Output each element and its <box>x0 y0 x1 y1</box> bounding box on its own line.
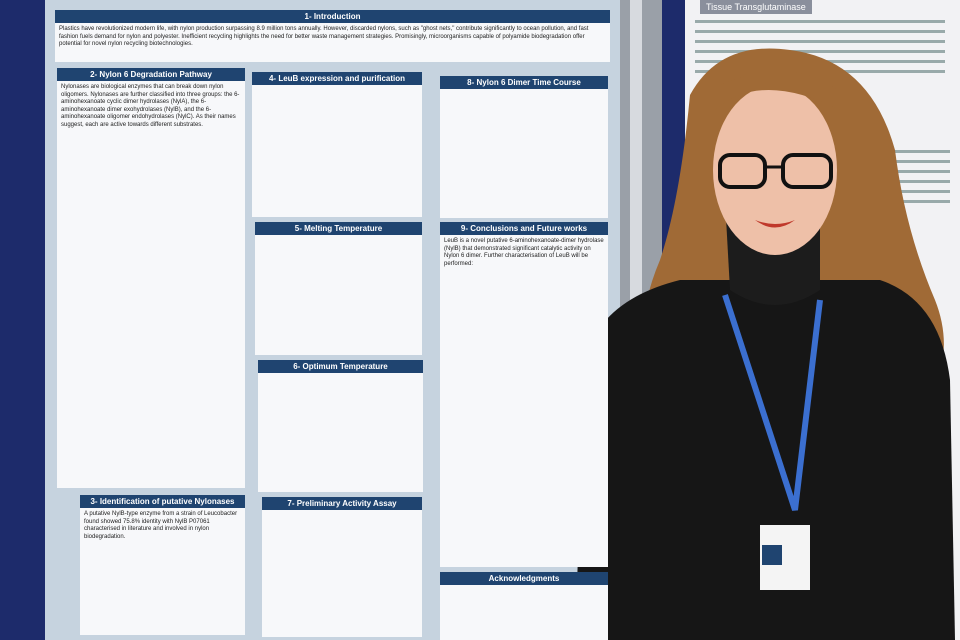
poster-section: 4- LeuB expression and purification <box>252 72 422 217</box>
lips <box>755 220 795 228</box>
section-text: Nylonases are biological enzymes that ca… <box>61 84 240 128</box>
poster-section: 5- Melting Temperature <box>255 222 422 355</box>
face <box>713 85 837 255</box>
fringe <box>715 71 840 110</box>
side-poster-title: Tissue Transglutaminase <box>700 0 812 14</box>
poster-section: Acknowledgments <box>440 572 608 640</box>
poster-section: 7- Preliminary Activity Assay <box>262 497 422 637</box>
section-title: 1- Introduction <box>55 10 610 23</box>
intro-section: 1- Introduction Plastics have revolution… <box>55 10 610 62</box>
section-title: Acknowledgments <box>440 572 608 585</box>
poster-section: 6- Optimum Temperature <box>258 360 423 492</box>
section-title: 5- Melting Temperature <box>255 222 422 235</box>
section-text: LeuB is a novel putative 6-aminohexanoat… <box>444 238 604 267</box>
section-title: 8- Nylon 6 Dimer Time Course <box>440 76 608 89</box>
poster-section: 3- Identification of putative Nylonases A… <box>80 495 245 635</box>
jacket <box>575 280 955 640</box>
section-text: A putative NylB-type enzyme from a strai… <box>84 511 238 540</box>
poster-section: 8- Nylon 6 Dimer Time Course <box>440 76 608 218</box>
section-title: 4- LeuB expression and purification <box>252 72 422 85</box>
section-title: 9- Conclusions and Future works <box>440 222 608 235</box>
poster-section: 2- Nylon 6 Degradation Pathway Nylonases … <box>57 68 245 488</box>
glasses-right <box>781 153 833 189</box>
badge-logo <box>762 545 782 565</box>
section-title: 7- Preliminary Activity Assay <box>262 497 422 510</box>
section-text: Plastics have revolutionized modern life… <box>59 26 589 47</box>
glasses-left <box>718 153 767 189</box>
poster-section: 9- Conclusions and Future works LeuB is a… <box>440 222 608 567</box>
section-title: 6- Optimum Temperature <box>258 360 423 373</box>
lanyard <box>722 294 823 511</box>
section-title: 2- Nylon 6 Degradation Pathway <box>57 68 245 81</box>
section-title: 3- Identification of putative Nylonases <box>80 495 245 508</box>
